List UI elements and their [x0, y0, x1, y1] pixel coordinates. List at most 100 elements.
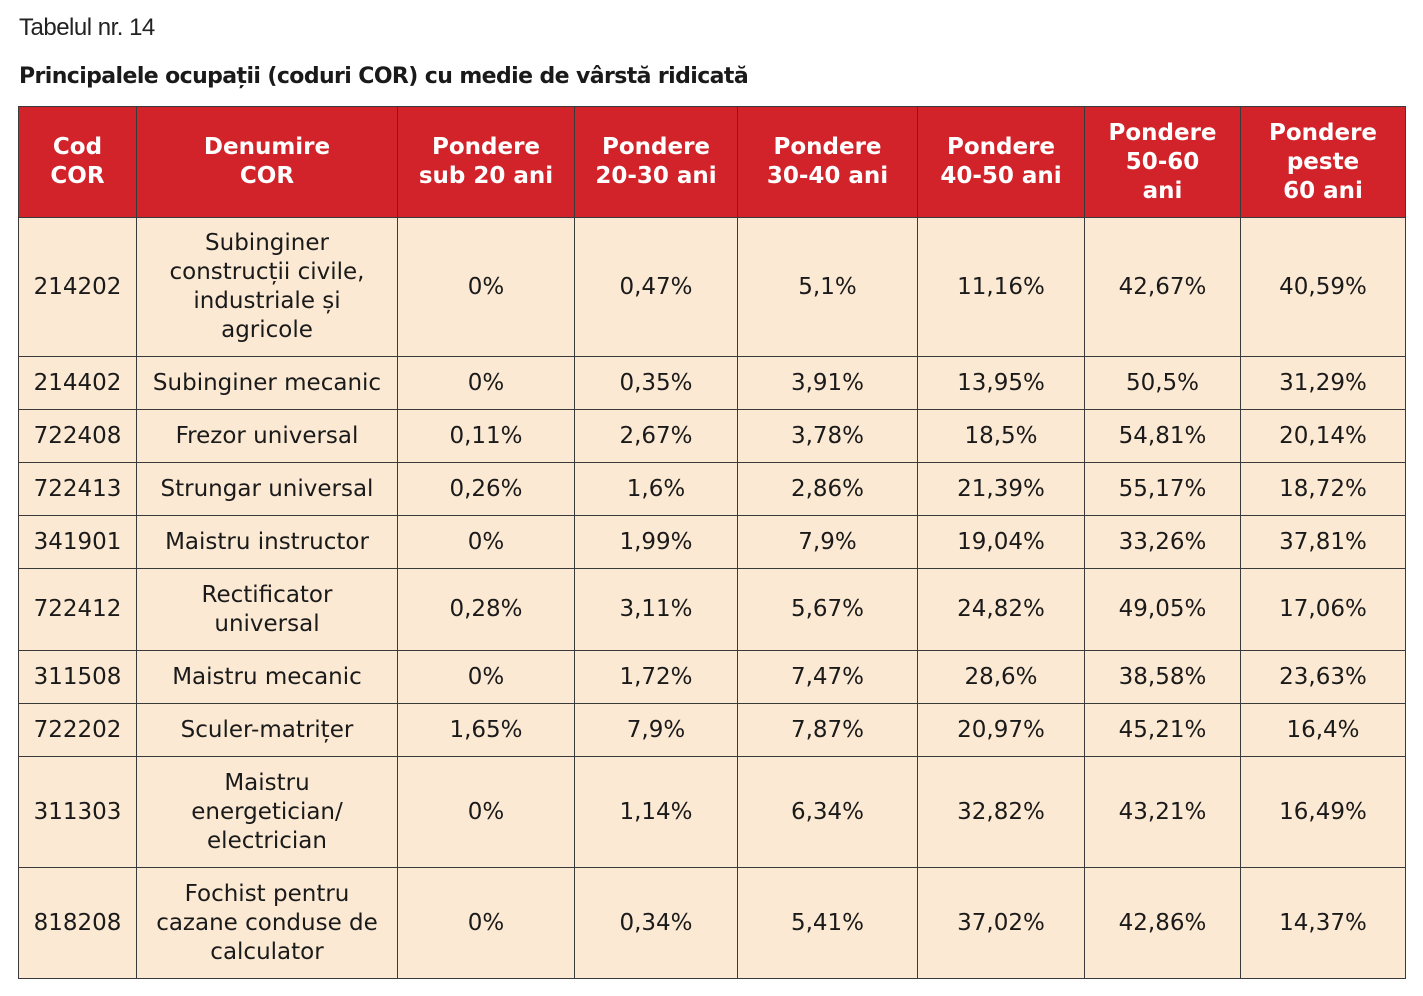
table-row: 722408 Frezor universal 0,11% 2,67% 3,78% 18,…	[18, 409, 1406, 463]
cell-pondere-peste-60: 40,59%	[1240, 217, 1406, 357]
cell-pondere-20-30: 1,99%	[574, 515, 738, 569]
cell-pondere-peste-60: 14,37%	[1240, 867, 1406, 979]
cell-pondere-sub-20: 0,26%	[397, 462, 575, 516]
cell-cod-cor: 722202	[18, 703, 137, 757]
cell-denumire-cor: Subinginer mecanic	[136, 356, 398, 410]
header-pondere-50-60: Pondere 50-60 ani	[1084, 106, 1241, 218]
table-row: 722412 Rectificator universal 0,28% 3,11% 5,6…	[18, 568, 1406, 651]
cell-pondere-30-40: 7,47%	[737, 650, 918, 704]
cell-cod-cor: 214202	[18, 217, 137, 357]
cell-cod-cor: 311303	[18, 756, 137, 868]
cell-pondere-sub-20: 0,28%	[397, 568, 575, 651]
header-pondere-sub-20: Pondere sub 20 ani	[397, 106, 575, 218]
cell-pondere-sub-20: 0%	[397, 356, 575, 410]
cell-denumire-cor: Strungar universal	[136, 462, 398, 516]
cell-denumire-cor: Frezor universal	[136, 409, 398, 463]
cell-pondere-30-40: 7,87%	[737, 703, 918, 757]
header-pondere-40-50: Pondere 40-50 ani	[917, 106, 1085, 218]
cell-pondere-30-40: 5,41%	[737, 867, 918, 979]
cell-pondere-50-60: 42,86%	[1084, 867, 1241, 979]
table-title: Principalele ocupații (coduri COR) cu me…	[19, 64, 749, 89]
table-row: 818208 Fochist pentru cazane conduse de cal…	[18, 867, 1406, 979]
cell-pondere-40-50: 11,16%	[917, 217, 1085, 357]
cell-pondere-peste-60: 16,49%	[1240, 756, 1406, 868]
cell-cod-cor: 214402	[18, 356, 137, 410]
table-row: 722413 Strungar universal 0,26% 1,6% 2,86% 21…	[18, 462, 1406, 516]
cell-pondere-30-40: 3,91%	[737, 356, 918, 410]
cell-pondere-20-30: 0,34%	[574, 867, 738, 979]
cell-pondere-30-40: 7,9%	[737, 515, 918, 569]
cell-pondere-peste-60: 20,14%	[1240, 409, 1406, 463]
occupations-age-table: Cod COR Denumire COR Pondere sub 20 ani Pon…	[18, 106, 1406, 979]
cell-denumire-cor: Maistru mecanic	[136, 650, 398, 704]
cell-pondere-sub-20: 0,11%	[397, 409, 575, 463]
header-pondere-peste-60: Pondere peste 60 ani	[1240, 106, 1406, 218]
cell-pondere-30-40: 5,67%	[737, 568, 918, 651]
cell-pondere-30-40: 5,1%	[737, 217, 918, 357]
cell-pondere-40-50: 13,95%	[917, 356, 1085, 410]
cell-pondere-40-50: 19,04%	[917, 515, 1085, 569]
cell-pondere-50-60: 45,21%	[1084, 703, 1241, 757]
table-row: 311508 Maistru mecanic 0% 1,72% 7,47% 28,6% 38…	[18, 650, 1406, 704]
cell-denumire-cor: Maistru energetician/electrician	[136, 756, 398, 868]
cell-pondere-sub-20: 0%	[397, 217, 575, 357]
cell-cod-cor: 722413	[18, 462, 137, 516]
cell-pondere-50-60: 38,58%	[1084, 650, 1241, 704]
cell-pondere-20-30: 3,11%	[574, 568, 738, 651]
table-caption: Tabelul nr. 14	[19, 14, 155, 41]
table-row: 722202 Sculer-matrițer 1,65% 7,9% 7,87% 20,97…	[18, 703, 1406, 757]
cell-pondere-40-50: 37,02%	[917, 867, 1085, 979]
cell-pondere-peste-60: 17,06%	[1240, 568, 1406, 651]
cell-pondere-20-30: 1,6%	[574, 462, 738, 516]
header-pondere-20-30: Pondere 20-30 ani	[574, 106, 738, 218]
cell-pondere-20-30: 0,47%	[574, 217, 738, 357]
cell-pondere-50-60: 33,26%	[1084, 515, 1241, 569]
cell-denumire-cor: Sculer-matrițer	[136, 703, 398, 757]
cell-cod-cor: 722408	[18, 409, 137, 463]
cell-cod-cor: 818208	[18, 867, 137, 979]
cell-pondere-peste-60: 16,4%	[1240, 703, 1406, 757]
cell-pondere-sub-20: 1,65%	[397, 703, 575, 757]
cell-pondere-40-50: 28,6%	[917, 650, 1085, 704]
cell-pondere-40-50: 20,97%	[917, 703, 1085, 757]
cell-pondere-sub-20: 0%	[397, 867, 575, 979]
table-row: 214202 Subinginer construcții civile, indus…	[18, 217, 1406, 357]
cell-pondere-40-50: 24,82%	[917, 568, 1085, 651]
cell-pondere-sub-20: 0%	[397, 515, 575, 569]
table-row: 341901 Maistru instructor 0% 1,99% 7,9% 19,04…	[18, 515, 1406, 569]
cell-pondere-50-60: 49,05%	[1084, 568, 1241, 651]
header-cod-cor: Cod COR	[18, 106, 137, 218]
cell-pondere-20-30: 0,35%	[574, 356, 738, 410]
cell-cod-cor: 341901	[18, 515, 137, 569]
cell-pondere-40-50: 18,5%	[917, 409, 1085, 463]
cell-pondere-50-60: 54,81%	[1084, 409, 1241, 463]
cell-pondere-sub-20: 0%	[397, 650, 575, 704]
cell-pondere-50-60: 55,17%	[1084, 462, 1241, 516]
cell-pondere-40-50: 21,39%	[917, 462, 1085, 516]
cell-pondere-sub-20: 0%	[397, 756, 575, 868]
cell-pondere-50-60: 50,5%	[1084, 356, 1241, 410]
cell-pondere-50-60: 43,21%	[1084, 756, 1241, 868]
header-denumire-cor: Denumire COR	[136, 106, 398, 218]
cell-pondere-50-60: 42,67%	[1084, 217, 1241, 357]
cell-pondere-20-30: 7,9%	[574, 703, 738, 757]
cell-pondere-peste-60: 37,81%	[1240, 515, 1406, 569]
cell-denumire-cor: Maistru instructor	[136, 515, 398, 569]
cell-pondere-20-30: 2,67%	[574, 409, 738, 463]
cell-pondere-30-40: 3,78%	[737, 409, 918, 463]
cell-cod-cor: 722412	[18, 568, 137, 651]
cell-pondere-20-30: 1,14%	[574, 756, 738, 868]
cell-pondere-30-40: 6,34%	[737, 756, 918, 868]
table-body: 214202 Subinginer construcții civile, indus…	[18, 217, 1406, 979]
table-row: 214402 Subinginer mecanic 0% 0,35% 3,91% 13,9…	[18, 356, 1406, 410]
cell-pondere-peste-60: 31,29%	[1240, 356, 1406, 410]
cell-denumire-cor: Fochist pentru cazane conduse de calculato…	[136, 867, 398, 979]
cell-pondere-20-30: 1,72%	[574, 650, 738, 704]
table-row: 311303 Maistru energetician/electrician 0% 1…	[18, 756, 1406, 868]
cell-denumire-cor: Subinginer construcții civile, industriale…	[136, 217, 398, 357]
cell-cod-cor: 311508	[18, 650, 137, 704]
cell-pondere-peste-60: 18,72%	[1240, 462, 1406, 516]
cell-pondere-peste-60: 23,63%	[1240, 650, 1406, 704]
header-pondere-30-40: Pondere 30-40 ani	[737, 106, 918, 218]
cell-denumire-cor: Rectificator universal	[136, 568, 398, 651]
